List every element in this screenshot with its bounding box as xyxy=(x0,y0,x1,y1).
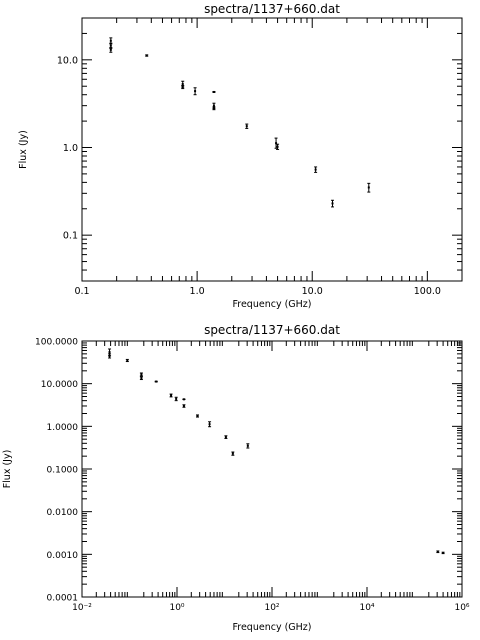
x-tick-label: 10.0 xyxy=(302,286,323,297)
data-point xyxy=(109,44,112,47)
x-axis-label: Frequency (GHz) xyxy=(232,622,311,633)
chart-title: spectra/1137+660.dat xyxy=(204,2,340,16)
plot-frame xyxy=(81,17,463,282)
data-point xyxy=(245,125,248,128)
data-point xyxy=(212,104,215,107)
y-tick-label: 0.0001 xyxy=(47,594,79,604)
plot-frame xyxy=(81,340,463,598)
data-point xyxy=(108,354,111,357)
data-point xyxy=(175,397,178,400)
data-point xyxy=(155,380,158,383)
y-tick-label: 1.0 xyxy=(63,143,78,154)
x-axis-label: Frequency (GHz) xyxy=(232,299,311,310)
x-tick-label: 10² xyxy=(264,603,279,613)
data-point xyxy=(276,145,279,148)
data-point xyxy=(182,404,185,407)
x-tick-label: 10⁴ xyxy=(359,603,374,613)
data-point xyxy=(181,82,184,85)
data-point xyxy=(331,202,334,205)
data-point xyxy=(145,54,148,57)
chart-title: spectra/1137+660.dat xyxy=(204,323,340,337)
data-point xyxy=(212,90,215,93)
chart-bottom-panel: spectra/1137+660.dat Frequency (GHz) Flux … xyxy=(2,323,470,633)
data-point xyxy=(367,186,370,189)
data-point xyxy=(109,48,112,51)
x-tick-label: 10⁻² xyxy=(72,603,92,613)
data-point xyxy=(194,90,197,93)
data-point xyxy=(275,142,278,145)
chart-top-panel: spectra/1137+660.dat Frequency (GHz) Flux … xyxy=(18,2,463,310)
data-point xyxy=(140,373,143,376)
data-point xyxy=(314,168,317,171)
y-axis-label: Flux (Jy) xyxy=(2,450,13,489)
x-tick-label: 100.0 xyxy=(414,286,441,297)
data-point xyxy=(208,423,211,426)
data-point xyxy=(442,551,445,554)
data-point xyxy=(126,359,129,362)
data-point xyxy=(109,39,112,42)
data-point xyxy=(108,351,111,354)
y-tick-label: 0.1 xyxy=(63,231,78,242)
data-point xyxy=(196,414,199,417)
x-tick-label: 10⁶ xyxy=(454,603,469,613)
y-tick-label: 100.0000 xyxy=(35,338,78,348)
y-tick-label: 10.0000 xyxy=(41,380,78,390)
data-point xyxy=(212,107,215,110)
y-axis-label: Flux (Jy) xyxy=(18,130,29,169)
y-tick-label: 1.0000 xyxy=(47,423,79,433)
y-tick-label: 0.1000 xyxy=(47,466,79,476)
data-point xyxy=(181,85,184,88)
data-point xyxy=(231,452,234,455)
data-point xyxy=(436,550,439,553)
x-tick-label: 0.1 xyxy=(74,286,89,297)
data-point xyxy=(170,394,173,397)
data-point xyxy=(182,398,185,401)
data-point xyxy=(246,444,249,447)
x-tick-label: 10⁰ xyxy=(169,603,184,613)
data-point xyxy=(140,377,143,380)
x-tick-label: 1.0 xyxy=(190,286,205,297)
y-tick-label: 10.0 xyxy=(57,55,78,66)
y-tick-label: 0.0010 xyxy=(47,551,79,561)
data-point xyxy=(224,436,227,439)
y-tick-label: 0.0100 xyxy=(47,508,79,518)
